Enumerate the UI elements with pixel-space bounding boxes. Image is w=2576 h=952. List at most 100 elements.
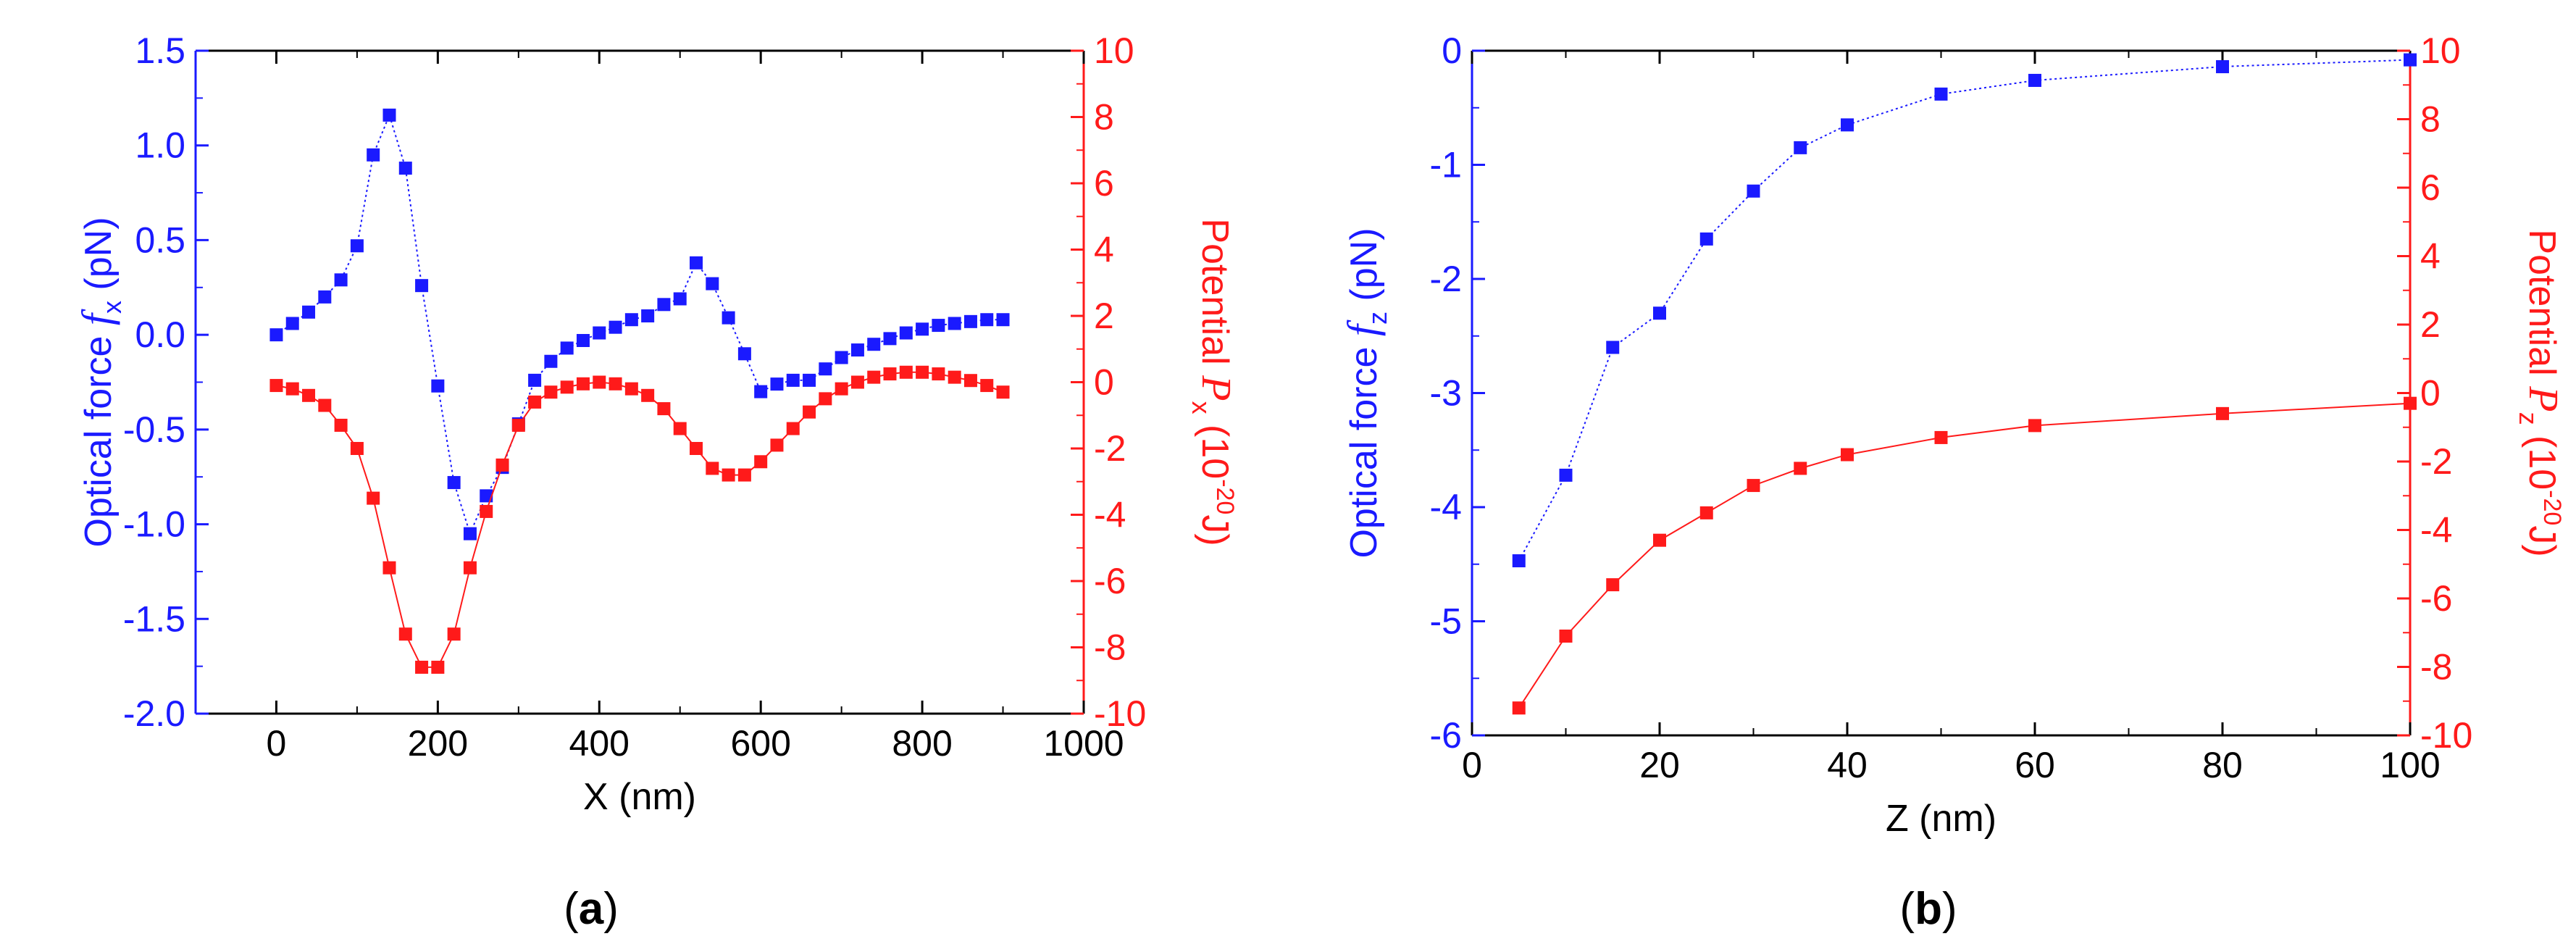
potential-point [2404, 396, 2417, 410]
right-y-tick-label: 4 [1094, 230, 1114, 270]
potential-point [431, 660, 445, 674]
force-point [786, 373, 800, 387]
force-point [803, 373, 816, 387]
force-point [2028, 73, 2041, 87]
force-point [382, 108, 396, 122]
panel-caption-close: ) [603, 884, 619, 934]
potential-point [1794, 462, 1807, 475]
force-point [285, 317, 299, 330]
potential-point [2028, 419, 2041, 433]
right-y-label-symbol: P [1193, 375, 1240, 401]
right-y-axis-label: Potential Pz (10-20J) [2514, 229, 2567, 556]
right-y-tick-label: -10 [2420, 715, 2472, 756]
potential-point [1841, 448, 1854, 462]
right-y-label-unit-open: (10 [1194, 414, 1236, 480]
force-point [673, 292, 687, 306]
right-y-tick-label: 6 [2420, 167, 2441, 208]
left-y-label-unit: (pN) [1343, 227, 1385, 312]
force-point [463, 527, 477, 540]
right-y-tick-label: 2 [1094, 296, 1114, 336]
potential-point [850, 375, 864, 389]
potential-point [334, 418, 348, 432]
potential-point [867, 370, 881, 384]
force-point [544, 354, 558, 368]
right-y-tick-label: 6 [1094, 163, 1114, 204]
right-y-tick-label: 0 [2420, 373, 2441, 414]
panel-caption-open: ( [1899, 884, 1915, 934]
force-point [480, 489, 493, 503]
potential-point [2216, 406, 2229, 420]
right-y-tick-label: 8 [1094, 97, 1114, 138]
right-y-label-unit-close: J) [2521, 525, 2563, 556]
panel-b-chart: 0 20 40 60 80 100-6-5-4-3-2-10-10-8-6-4-20246… [1339, 30, 2567, 934]
force-point [318, 290, 332, 304]
force-point [609, 320, 622, 334]
x-tick-label: 20 [1639, 745, 1680, 785]
potential-point [350, 442, 364, 455]
potential-point [495, 458, 509, 472]
potential-point [1653, 533, 1666, 547]
series-line-force [1518, 59, 2411, 561]
series-line-potential [276, 371, 1003, 668]
potential-point [576, 377, 590, 391]
right-y-tick-label: -6 [2420, 578, 2452, 619]
potential-point [285, 382, 299, 396]
left-y-axis-label: Optical force fz (pN) [1339, 227, 1392, 558]
potential-point [624, 382, 638, 396]
force-point [948, 317, 961, 330]
panel-caption: (a) [564, 884, 619, 934]
potential-point [916, 365, 929, 379]
force-point [819, 362, 832, 376]
right-y-tick-label: 0 [1094, 362, 1114, 403]
force-point [963, 314, 977, 328]
potential-point [948, 370, 961, 384]
right-y-tick-label: -8 [2420, 647, 2452, 688]
left-y-tick-label: -5 [1430, 601, 1462, 642]
right-y-tick-label: -2 [2420, 441, 2452, 482]
force-point [706, 277, 719, 291]
potential-point [786, 422, 800, 435]
panel-caption-close: ) [1942, 884, 1957, 934]
potential-point [609, 377, 622, 391]
force-point [367, 148, 380, 162]
potential-point [980, 379, 994, 393]
right-y-tick-label: -10 [1094, 693, 1146, 734]
potential-point [1559, 629, 1573, 643]
potential-point [544, 385, 558, 399]
x-tick-label: 600 [730, 723, 790, 764]
force-point [1699, 232, 1713, 246]
panel-caption-letter: b [1915, 884, 1942, 934]
potential-point [398, 627, 412, 641]
potential-point [511, 418, 525, 432]
series-line-potential [1518, 402, 2411, 709]
left-y-tick-label: -1.0 [123, 504, 185, 545]
left-y-tick-label: 1.5 [135, 30, 185, 71]
potential-point [382, 561, 396, 575]
force-point [593, 326, 606, 340]
left-y-label-prefix: Optical force [1343, 336, 1385, 558]
force-point [835, 351, 848, 364]
right-y-label-subscript: x [1187, 401, 1216, 414]
force-point [1512, 554, 1526, 568]
right-y-label-unit-close: J) [1194, 514, 1236, 546]
x-tick-label: 200 [408, 723, 468, 764]
left-y-tick-label: -2.0 [123, 693, 185, 734]
potential-point [480, 504, 493, 518]
x-tick-label: 100 [2380, 745, 2440, 785]
potential-point [722, 468, 735, 482]
potential-point [1699, 506, 1713, 519]
left-y-label-subscript: x [97, 301, 127, 314]
force-point [398, 162, 412, 175]
potential-point [899, 365, 913, 379]
left-y-tick-label: -0.5 [123, 409, 185, 450]
force-point [334, 273, 348, 287]
potential-point [1512, 701, 1526, 715]
potential-point [269, 379, 283, 393]
left-y-label-subscript: z [1363, 312, 1392, 325]
force-point [2404, 53, 2417, 67]
right-y-label-subscript: z [2514, 412, 2543, 425]
potential-point [819, 392, 832, 406]
potential-point [932, 367, 945, 381]
potential-point [754, 455, 768, 469]
